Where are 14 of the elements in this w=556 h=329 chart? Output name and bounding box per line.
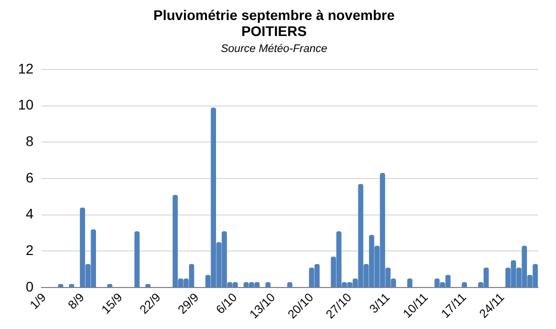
chart-title: Pluviométrie septembre à novembre POITIERS xyxy=(153,6,395,40)
y-tick-label: 0 xyxy=(26,278,34,294)
bar xyxy=(407,278,412,288)
y-tick-label: 12 xyxy=(18,60,34,76)
y-tick-label: 4 xyxy=(26,206,34,222)
y-tick-label: 2 xyxy=(26,242,34,258)
x-tick-label: 3/11 xyxy=(366,290,393,316)
bar xyxy=(134,231,140,288)
y-tick-label: 10 xyxy=(18,96,34,113)
y-tick-label: 6 xyxy=(26,169,34,186)
y-tick-label: 8 xyxy=(26,132,34,149)
x-tick-label: 6/10 xyxy=(213,290,240,317)
x-tick-label: 8/9 xyxy=(65,290,88,312)
source-note: Source Météo-France xyxy=(220,42,328,55)
